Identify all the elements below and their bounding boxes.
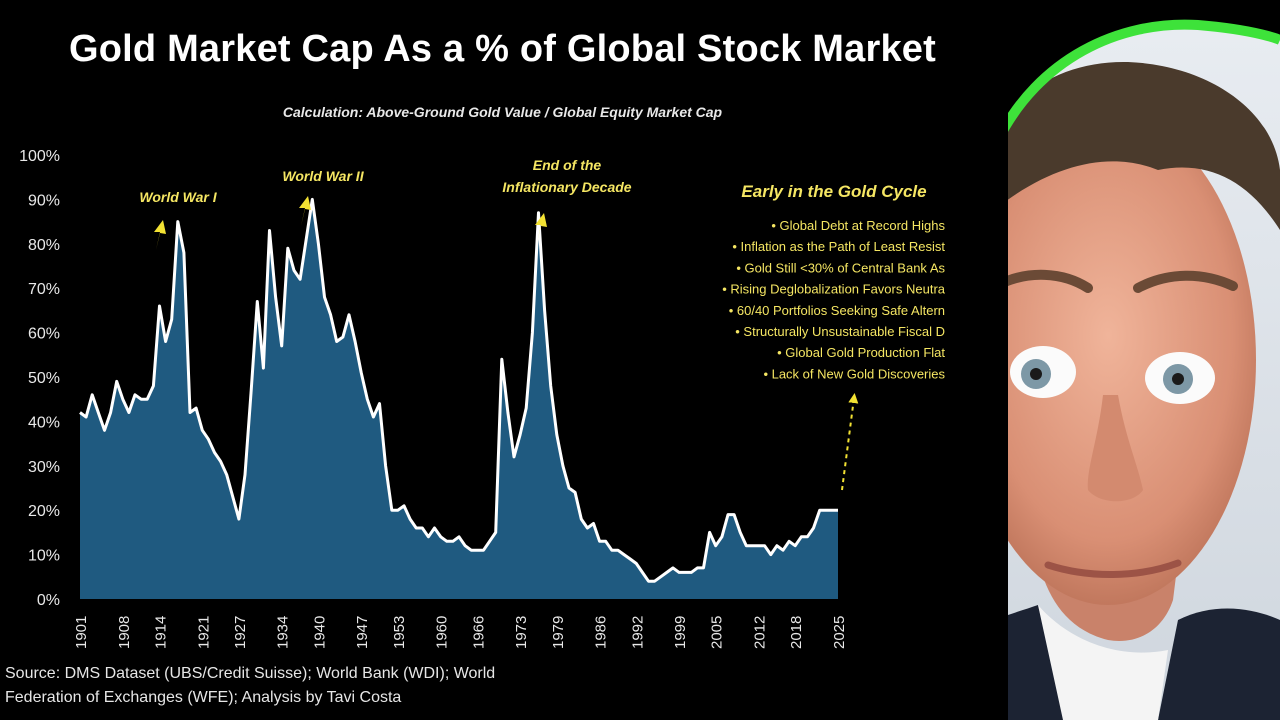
arrow-inflation-icon <box>535 213 547 243</box>
chart-title: Gold Market Cap As a % of Global Stock M… <box>68 28 936 70</box>
x-tick-label: 2025 <box>831 616 848 649</box>
chart-panel: Gold Market Cap As a % of Global Stock M… <box>5 28 946 710</box>
x-tick-label: 1940 <box>311 616 328 649</box>
arrow-ww2-icon <box>299 196 311 226</box>
x-tick-label: 1979 <box>550 616 567 649</box>
y-tick-label: 50% <box>28 370 60 387</box>
x-tick-label: 1960 <box>434 616 451 649</box>
bullet-item: • Inflation as the Path of Least Resist <box>732 239 945 254</box>
x-tick-label: 2005 <box>709 616 726 649</box>
x-tick-label: 1927 <box>232 616 249 649</box>
y-tick-label: 40% <box>28 414 60 431</box>
x-tick-label: 1901 <box>73 616 90 649</box>
x-tick-label: 1914 <box>153 616 170 649</box>
y-axis: 0% 10% 20% 30% 40% 50% 60% 70% 80% 90% 100% <box>19 148 60 609</box>
presenter-photo <box>1008 0 1280 720</box>
x-tick-label: 1947 <box>354 616 371 649</box>
annotation-inflation-line1: End of the <box>533 157 602 173</box>
y-tick-label: 0% <box>37 592 60 609</box>
bullet-item: • Gold Still <30% of Central Bank As <box>736 260 945 275</box>
x-tick-label: 1986 <box>593 616 610 649</box>
bullet-item: • Global Gold Production Flat <box>777 345 945 360</box>
y-tick-label: 70% <box>28 281 60 298</box>
chart-subtitle: Calculation: Above-Ground Gold Value / G… <box>282 104 723 120</box>
series-line <box>79 197 838 583</box>
y-tick-label: 90% <box>28 192 60 209</box>
bullet-item: • Rising Deglobalization Favors Neutra <box>722 282 946 297</box>
source-line-1: Source: DMS Dataset (UBS/Credit Suisse);… <box>5 665 496 682</box>
y-tick-label: 60% <box>28 326 60 343</box>
source-note: Source: DMS Dataset (UBS/Credit Suisse);… <box>5 662 725 710</box>
bullet-list: • Global Debt at Record Highs • Inflation… <box>722 218 946 381</box>
series-area <box>80 199 838 599</box>
x-tick-label: 1999 <box>672 616 689 649</box>
x-tick-label: 1953 <box>391 616 408 649</box>
arrow-ww1-icon <box>154 220 166 250</box>
chart-svg: 0%10%20%30%40%50%60%70%80%90%100% 1901 19… <box>19 148 946 649</box>
bullet-item: • Structurally Unsustainable Fiscal D <box>735 324 945 339</box>
y-tick-label: 20% <box>28 503 60 520</box>
x-axis: 1901 1908 1914 1921 1927 1934 1940 1947 1953 1960… <box>73 616 848 649</box>
bullet-item: • 60/40 Portfolios Seeking Safe Altern <box>729 303 945 318</box>
x-tick-label: 1921 <box>195 616 212 649</box>
y-tick-label: 30% <box>28 459 60 476</box>
annotation-ww2: World War II <box>282 168 364 184</box>
dashed-arrow-icon <box>841 393 859 491</box>
annotations: World War I World War II End of the Infl… <box>139 157 946 491</box>
x-tick-label: 1908 <box>116 616 133 649</box>
presenter-photo-icon <box>1008 0 1280 720</box>
y-tick-label: 80% <box>28 237 60 254</box>
x-tick-label: 1966 <box>470 616 487 649</box>
annotation-cycle-title: Early in the Gold Cycle <box>741 182 926 201</box>
x-tick-label: 1934 <box>275 616 292 649</box>
bullet-item: • Lack of New Gold Discoveries <box>763 366 945 381</box>
annotation-ww1: World War I <box>139 189 217 205</box>
plot-layer <box>79 197 838 599</box>
y-tick-label: 10% <box>28 548 60 565</box>
x-tick-label: 1973 <box>513 616 530 649</box>
bullet-item: • Global Debt at Record Highs <box>771 218 945 233</box>
y-tick-label: 100% <box>19 148 60 165</box>
x-tick-label: 2012 <box>752 616 769 649</box>
source-line-2: Federation of Exchanges (WFE); Analysis … <box>5 689 402 706</box>
x-tick-label: 1992 <box>629 616 646 649</box>
annotation-inflation-line2: Inflationary Decade <box>502 179 631 195</box>
x-tick-label: 2018 <box>788 616 805 649</box>
